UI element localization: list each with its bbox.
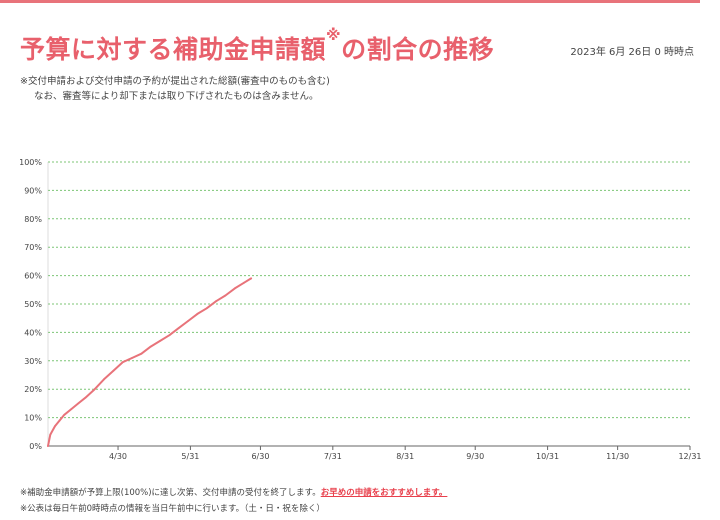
y-tick-label: 10% [24,414,42,423]
publication-schedule-note: ※公表は毎日午前0時時点の情報を当日午前中に行います。（土・日・祝を除く） [20,504,325,514]
scope-note: ※交付申請および交付申請の予約が提出された総額(審査中のものも含む) [20,76,330,87]
y-tick-label: 40% [24,328,42,337]
data-point [205,307,208,310]
data-point [58,419,61,422]
data-point [49,433,52,436]
page-title: 予算に対する補助金申請額※の割合の推移 [20,26,495,66]
data-point [140,352,143,355]
budget-limit-text: ※補助金申請額が予算上限(100%)に達し次第、交付申請の受付を終了します。 [20,488,321,498]
data-point [84,396,87,399]
y-tick-label: 20% [24,385,42,394]
data-point [131,357,133,359]
y-tick-label: 60% [24,272,42,281]
data-point [177,327,180,330]
x-tick-label: 11/30 [606,452,629,461]
data-point [224,294,227,297]
data-point [121,361,124,364]
top-rule [0,0,700,3]
y-tick-label: 80% [24,215,42,224]
exclusion-note: なお、審査等により却下または取り下げされたものは含みません。 [34,91,319,102]
budget-limit-note: ※補助金申請額が予算上限(100%)に達し次第、交付申請の受付を終了します。お早… [20,486,447,498]
data-point [54,425,56,428]
x-tick-label: 7/31 [324,452,342,461]
early-application-notice: お早めの申請をおすすめします。 [320,488,448,498]
title-note-mark: ※ [326,26,342,44]
data-point [215,300,217,303]
x-tick-label: 6/30 [251,452,269,461]
x-tick-label: 9/30 [466,452,484,461]
data-point [93,388,96,391]
data-point [168,334,171,337]
title-suffix: の割合の推移 [341,35,495,64]
data-point [70,408,73,410]
data-point [159,340,161,342]
y-tick-label: 100% [19,158,42,167]
data-point [149,345,152,348]
as-of-timestamp: 2023年 6月 26日 0 時時点 [570,47,694,58]
data-point [243,281,246,284]
data-point [250,277,253,280]
y-tick-label: 50% [24,300,42,309]
data-point [196,313,199,315]
series-line [47,277,253,447]
data-point [112,369,115,372]
x-tick-label: 4/30 [109,452,127,461]
data-point [187,320,189,322]
y-tick-label: 0% [29,442,42,451]
x-tick-label: 8/31 [396,452,414,461]
y-tick-label: 90% [24,186,42,195]
y-tick-label: 70% [24,243,42,252]
data-point [63,413,66,416]
data-point [233,287,236,290]
title-main: 予算に対する補助金申請額 [20,35,327,64]
data-point [103,378,105,381]
data-point [47,445,49,447]
x-tick-label: 10/31 [536,452,559,461]
x-tick-label: 12/31 [678,452,701,461]
x-tick-label: 5/31 [181,452,199,461]
data-point [77,402,80,405]
y-tick-label: 30% [24,357,42,366]
